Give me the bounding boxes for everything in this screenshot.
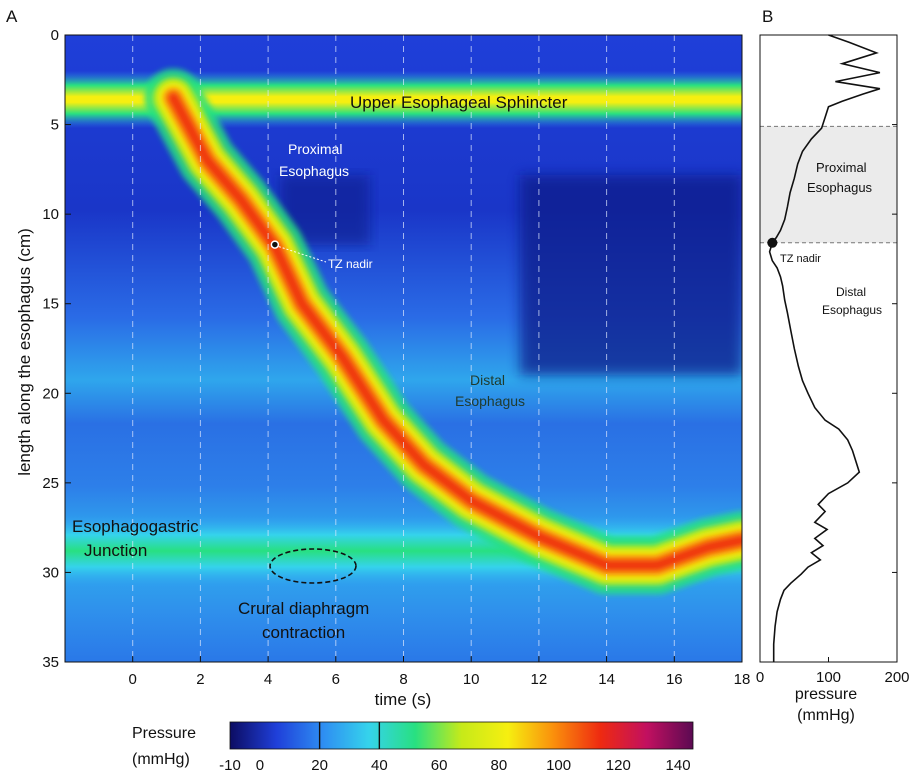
annotation-crural-1: Crural diaphragm [238, 599, 369, 618]
annotation-b-proximal-2: Esophagus [807, 180, 873, 195]
annotation-crural-2: contraction [262, 623, 345, 642]
y-tick-label: 15 [42, 296, 59, 313]
y-tick-label: 20 [42, 385, 59, 402]
x-axis-label-b-1: pressure [795, 686, 857, 703]
x-tick-label: 18 [734, 671, 751, 688]
annotation-proximal-2: Esophagus [279, 163, 349, 179]
colorbar-markers [318, 722, 381, 749]
x-tick-label: 8 [399, 671, 407, 688]
colorbar-title-1: Pressure [132, 725, 196, 742]
x-ticks-a: 0 2 4 6 8 10 12 14 16 18 [129, 656, 751, 688]
annotation-proximal-1: Proximal [288, 141, 342, 157]
pressure-profile-line [768, 34, 881, 662]
colorbar-tick-label: 80 [490, 757, 507, 774]
annotation-egj-2: Junction [84, 541, 147, 560]
x-tick-label: 2 [196, 671, 204, 688]
x-tick-label-b: 200 [884, 669, 909, 686]
annotation-b-distal-2: Esophagus [822, 303, 882, 317]
colorbar-tick-label: 140 [666, 757, 691, 774]
x-tick-label: 6 [332, 671, 340, 688]
annotation-ues: Upper Esophageal Sphincter [350, 93, 568, 112]
y-tick-label: 10 [42, 206, 59, 223]
grid-lines [132, 35, 742, 662]
x-axis-label-b-2: (mmHg) [797, 707, 855, 724]
pressure-profile [767, 34, 881, 662]
colorbar-bar [229, 721, 694, 750]
crural-ellipse [269, 548, 357, 584]
tz-nadir-marker-a [270, 240, 280, 249]
panel-b: 0 100 200 B Proximal Esophagus TZ nadir Di… [756, 7, 910, 724]
x-tick-label-b: 100 [816, 669, 841, 686]
colorbar-tick-label: 0 [256, 757, 264, 774]
x-ticks-b: 0 100 200 [756, 657, 910, 686]
annotation-b-distal-1: Distal [836, 285, 866, 299]
annotation-egj-1: Esophagogastric [72, 517, 199, 536]
y-axis-label-a: length along the esophagus (cm) [15, 228, 34, 476]
annotation-tz-nadir-a: TZ nadir [328, 257, 373, 271]
x-axis-label-a: time (s) [375, 690, 432, 709]
x-tick-label: 4 [264, 671, 272, 688]
y-tick-label: 5 [51, 117, 59, 134]
annotation-distal-2: Esophagus [455, 393, 525, 409]
y-tick-label: 0 [51, 27, 59, 44]
y-ticks-a: 0 5 10 15 20 25 30 35 [42, 27, 71, 671]
colorbar-ticks: -10 0 20 40 60 80 100 120 140 [219, 757, 690, 774]
annotation-b-proximal-1: Proximal [816, 160, 867, 175]
y-ticks-b [892, 34, 897, 663]
x-tick-label: 16 [666, 671, 683, 688]
panel-label-b: B [762, 7, 773, 26]
x-tick-label: 12 [531, 671, 548, 688]
x-tick-label: 14 [598, 671, 615, 688]
x-tick-label: 0 [129, 671, 137, 688]
colorbar-tick-label: -10 [219, 757, 241, 774]
colorbar-tick-label: 60 [431, 757, 448, 774]
annotation-distal-1: Distal [470, 372, 505, 388]
tz-nadir-leader-a [278, 246, 327, 263]
x-tick-label: 10 [463, 671, 480, 688]
panel-label-a: A [6, 7, 18, 26]
y-tick-label: 25 [42, 475, 59, 492]
x-tick-label-b: 0 [756, 669, 764, 686]
colorbar-tick-label: 20 [311, 757, 328, 774]
colorbar-tick-label: 100 [546, 757, 571, 774]
colorbar-title-2: (mmHg) [132, 751, 190, 768]
y-tick-label: 35 [42, 654, 59, 671]
annotation-b-tz-nadir: TZ nadir [780, 253, 821, 265]
tz-nadir-marker-b [767, 237, 778, 248]
low-pressure-region-right [520, 175, 742, 375]
y-tick-label: 30 [42, 564, 59, 581]
heatmap-area [65, 35, 742, 662]
colorbar: Pressure (mmHg) -10 0 20 40 60 80 100 120 140 [132, 721, 694, 774]
colorbar-tick-label: 120 [606, 757, 631, 774]
colorbar-tick-label: 40 [371, 757, 388, 774]
